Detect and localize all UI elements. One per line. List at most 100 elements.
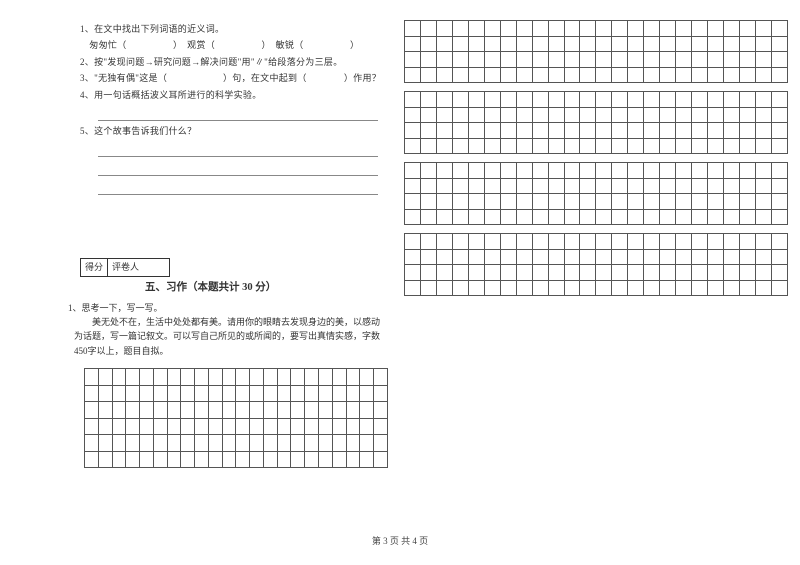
grid-cell xyxy=(596,123,612,139)
grid-cell xyxy=(532,249,548,265)
grid-cell xyxy=(319,369,333,386)
grid-cell xyxy=(140,418,154,435)
grid-cell xyxy=(277,435,291,452)
grid-cell xyxy=(692,234,708,250)
grid-cell xyxy=(660,52,676,68)
grid-cell xyxy=(436,123,452,139)
grid-cell xyxy=(532,209,548,225)
question-1-blanks: 匆匆忙（ ） 观赏（ ） 敏锐（ ） xyxy=(80,38,388,52)
grid-cell xyxy=(436,92,452,108)
grid-cell xyxy=(708,52,724,68)
grid-cell xyxy=(516,52,532,68)
grid-cell xyxy=(548,36,564,52)
grid-cell xyxy=(98,402,112,419)
grid-cell xyxy=(740,67,756,83)
grid-cell xyxy=(692,249,708,265)
grid-cell xyxy=(436,249,452,265)
grid-cell xyxy=(628,209,644,225)
grid-cell xyxy=(532,265,548,281)
grid-cell xyxy=(420,21,436,37)
grid-cell xyxy=(628,67,644,83)
grid-cell xyxy=(195,402,209,419)
grid-cell xyxy=(724,163,740,179)
grid-cell xyxy=(500,52,516,68)
grid-cell xyxy=(724,138,740,154)
grid-cell xyxy=(98,451,112,468)
grid-cell xyxy=(405,249,421,265)
grid-cell xyxy=(644,265,660,281)
grid-cell xyxy=(140,435,154,452)
grid-cell xyxy=(564,138,580,154)
score-cell-left: 得分 xyxy=(81,259,108,275)
grid-cell xyxy=(305,369,319,386)
grid-cell xyxy=(628,36,644,52)
grid-cell xyxy=(692,280,708,296)
grid-cell xyxy=(532,138,548,154)
grid-cell xyxy=(500,280,516,296)
grid-cell xyxy=(484,107,500,123)
grid-cell xyxy=(740,234,756,250)
grid-cell xyxy=(564,249,580,265)
answer-line-2 xyxy=(98,143,378,157)
grid-cell xyxy=(596,234,612,250)
grid-cell xyxy=(452,209,468,225)
grid-cell xyxy=(332,385,346,402)
grid-cell xyxy=(596,138,612,154)
grid-cell xyxy=(676,92,692,108)
grid-cell xyxy=(580,21,596,37)
grid-cell xyxy=(676,178,692,194)
grid-cell xyxy=(195,385,209,402)
grid-cell xyxy=(644,123,660,139)
grid-cell xyxy=(516,67,532,83)
grid-cell xyxy=(167,385,181,402)
grid-cell xyxy=(612,21,628,37)
grid-cell xyxy=(532,194,548,210)
grid-cell xyxy=(236,451,250,468)
grid-cell xyxy=(436,67,452,83)
grid-cell xyxy=(612,67,628,83)
grid-cell xyxy=(468,265,484,281)
grid-cell xyxy=(532,52,548,68)
grid-cell xyxy=(564,265,580,281)
grid-cell xyxy=(167,402,181,419)
grid-cell xyxy=(500,178,516,194)
grid-cell xyxy=(660,107,676,123)
grid-cell xyxy=(628,194,644,210)
grid-cell xyxy=(676,36,692,52)
grid-cell xyxy=(291,418,305,435)
grid-cell xyxy=(140,451,154,468)
grid-cell xyxy=(771,92,787,108)
grid-cell xyxy=(644,178,660,194)
grid-cell xyxy=(484,280,500,296)
grid-cell xyxy=(580,163,596,179)
grid-cell xyxy=(468,21,484,37)
grid-cell xyxy=(644,163,660,179)
grid-cell xyxy=(250,418,264,435)
grid-cell xyxy=(755,21,771,37)
grid-cell xyxy=(564,209,580,225)
grid-cell xyxy=(564,163,580,179)
grid-cell xyxy=(374,369,388,386)
grid-cell xyxy=(596,21,612,37)
grid-cell xyxy=(208,451,222,468)
grid-cell xyxy=(126,402,140,419)
grid-cell xyxy=(548,67,564,83)
grid-cell xyxy=(548,234,564,250)
grid-cell xyxy=(755,107,771,123)
grid-cell xyxy=(564,123,580,139)
grid-cell xyxy=(420,249,436,265)
score-table: 得分 评卷人 xyxy=(80,258,170,276)
grid-cell xyxy=(564,36,580,52)
grid-cell xyxy=(724,92,740,108)
grid-cell xyxy=(644,92,660,108)
grid-cell xyxy=(516,234,532,250)
grid-cell xyxy=(771,67,787,83)
writing-grid xyxy=(404,233,788,296)
grid-cell xyxy=(500,163,516,179)
grid-cell xyxy=(452,138,468,154)
grid-cell xyxy=(263,435,277,452)
grid-cell xyxy=(484,67,500,83)
grid-cell xyxy=(644,249,660,265)
grid-cell xyxy=(452,249,468,265)
grid-cell xyxy=(305,418,319,435)
